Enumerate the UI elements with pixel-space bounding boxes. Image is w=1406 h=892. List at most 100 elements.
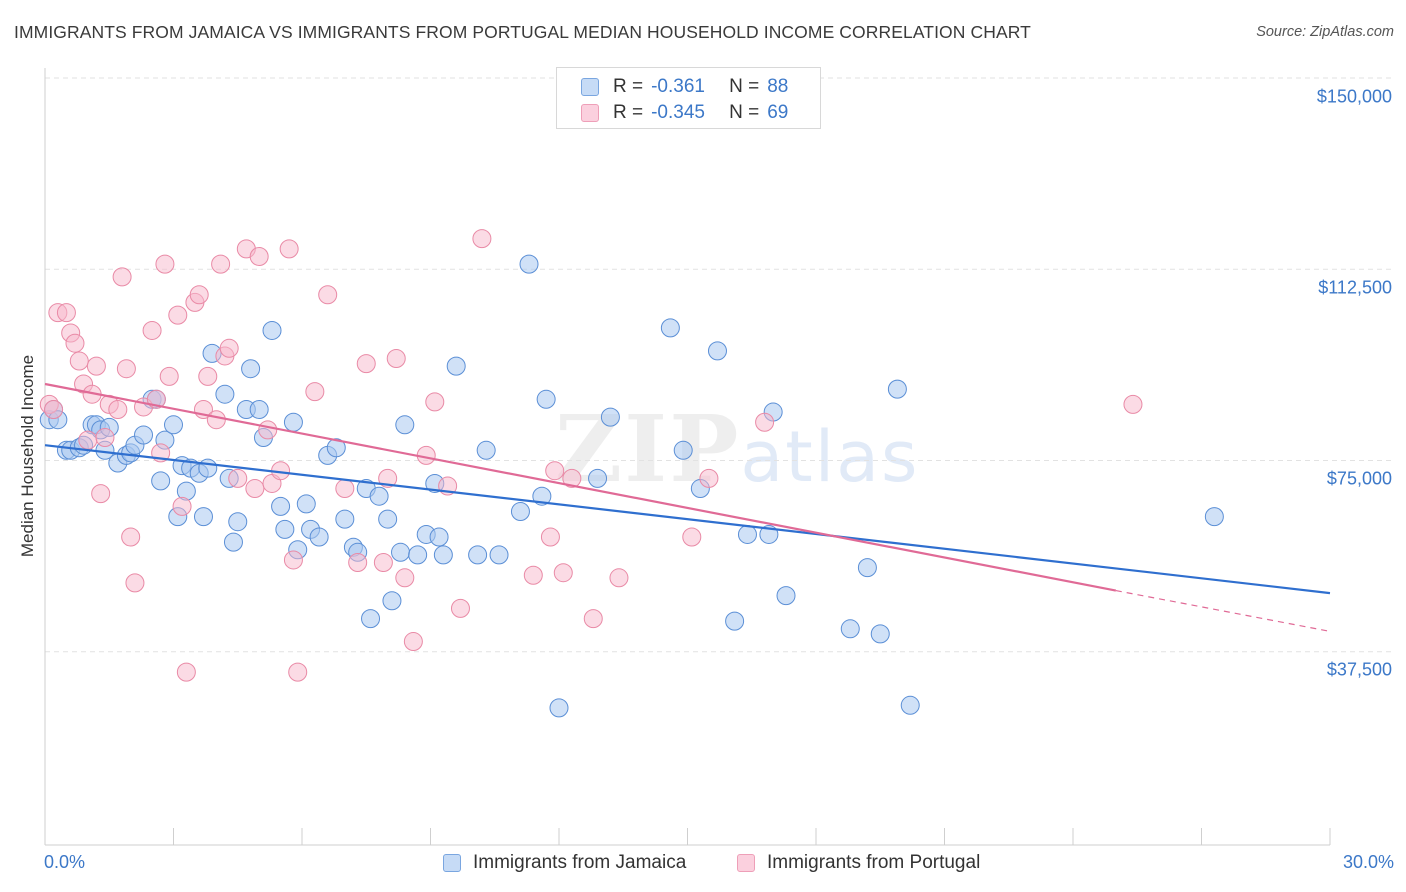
portugal-point: [305, 382, 325, 402]
jamaica-point: [737, 524, 757, 544]
jamaica-point: [395, 415, 415, 435]
jamaica-point: [335, 509, 355, 529]
y-tick-label: $112,500: [1318, 277, 1392, 298]
jamaica-point: [673, 440, 693, 460]
jamaica-swatch: [581, 78, 599, 96]
portugal-point: [78, 430, 98, 450]
jamaica-point: [134, 425, 154, 445]
portugal-point: [395, 568, 415, 588]
portugal-point: [176, 662, 196, 682]
portugal-point: [609, 568, 629, 588]
jamaica-point: [1204, 507, 1224, 527]
portugal-point: [540, 527, 560, 547]
jamaica-point: [223, 532, 243, 552]
jamaica-point: [193, 507, 213, 527]
jamaica-point: [468, 545, 488, 565]
portugal-point: [553, 563, 573, 583]
portugal-swatch: [581, 104, 599, 122]
portugal-point: [562, 468, 582, 488]
legend-n-label: N =: [729, 102, 760, 123]
portugal-point: [403, 632, 423, 652]
portugal-point: [56, 303, 76, 323]
jamaica-point: [296, 494, 316, 514]
jamaica-point: [378, 509, 398, 529]
jamaica-point: [840, 619, 860, 639]
jamaica-point: [382, 591, 402, 611]
jamaica-point: [519, 254, 539, 274]
portugal-point: [373, 553, 393, 572]
portugal-point: [425, 392, 445, 412]
jamaica-point: [271, 496, 291, 516]
portugal-point: [335, 479, 355, 499]
legend-r-value: -0.361: [651, 76, 705, 97]
portugal-point: [142, 320, 162, 340]
portugal-point: [356, 354, 376, 374]
jamaica-point: [228, 512, 248, 532]
jamaica-point: [361, 609, 381, 629]
jamaica-point: [588, 468, 608, 488]
jamaica-point: [510, 502, 530, 521]
portugal-swatch: [737, 854, 755, 872]
x-tick-label-max: 30.0%: [1342, 852, 1394, 872]
jamaica-point: [489, 545, 509, 565]
legend-r-label: R =: [613, 102, 644, 123]
y-tick-label: $37,500: [1326, 659, 1392, 680]
portugal-point: [450, 598, 470, 618]
portugal-point: [523, 565, 543, 585]
jamaica-point: [725, 611, 745, 631]
portugal-point: [116, 359, 136, 379]
jamaica-point: [887, 379, 907, 399]
jamaica-point: [870, 624, 890, 644]
jamaica-point: [549, 698, 569, 718]
legend-n-value: 69: [767, 102, 789, 123]
jamaica-point: [536, 389, 556, 409]
jamaica-point: [151, 471, 171, 491]
portugal-point: [386, 349, 406, 368]
legend-r-label: R =: [613, 76, 644, 97]
jamaica-point: [309, 527, 329, 547]
portugal-point: [159, 366, 179, 386]
portugal-point: [172, 496, 192, 516]
jamaica-point: [900, 695, 920, 715]
portugal-point: [125, 573, 145, 593]
legend-row-portugal: R = -0.345 N = 69: [581, 102, 788, 124]
portugal-point: [1123, 394, 1143, 414]
portugal-point: [348, 553, 368, 572]
jamaica-point: [429, 527, 449, 547]
jamaica-point: [215, 384, 235, 404]
portugal-legend-label: Immigrants from Portugal: [767, 852, 981, 873]
portugal-point: [108, 400, 128, 419]
jamaica-point: [275, 519, 295, 539]
portugal-point: [228, 468, 248, 488]
jamaica-point: [776, 586, 796, 606]
portugal-point: [65, 333, 85, 353]
portugal-point: [69, 351, 89, 371]
jamaica-point: [369, 486, 389, 506]
jamaica-swatch: [443, 854, 461, 872]
jamaica-point: [283, 412, 303, 432]
portugal-point: [168, 305, 188, 325]
legend-n-label: N =: [729, 76, 760, 97]
jamaica-point: [391, 542, 411, 562]
jamaica-point: [241, 359, 261, 379]
portugal-point: [472, 229, 492, 249]
correlation-legend: R = -0.361 N = 88 R = -0.345 N = 69: [556, 67, 821, 129]
portugal-point: [189, 285, 209, 305]
portugal-point: [198, 366, 218, 386]
portugal-point: [249, 247, 269, 266]
portugal-point: [211, 254, 231, 274]
legend-r-value: -0.345: [651, 102, 705, 123]
portugal-point: [583, 609, 603, 629]
jamaica-point: [198, 458, 218, 478]
jamaica-point: [326, 438, 346, 458]
portugal-point: [545, 461, 565, 481]
legend-row-jamaica: R = -0.361 N = 88: [581, 76, 788, 98]
jamaica-point: [446, 356, 466, 376]
portugal-point: [699, 468, 719, 488]
portugal-point: [91, 484, 111, 504]
jamaica-point: [600, 407, 620, 427]
jamaica-point: [857, 558, 877, 578]
portugal-point: [378, 468, 398, 488]
chart-title: IMMIGRANTS FROM JAMAICA VS IMMIGRANTS FR…: [14, 22, 1031, 42]
